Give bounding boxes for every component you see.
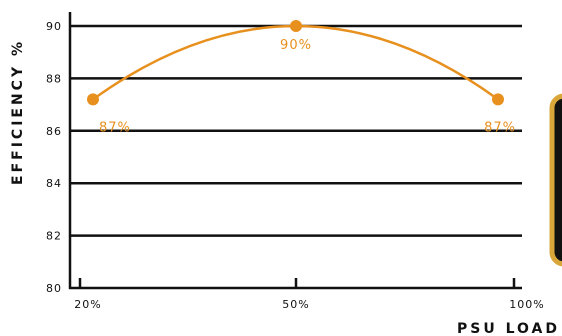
data-label: 87% — [484, 120, 516, 135]
side-panel-decoration — [549, 93, 562, 267]
y-tick-labels: 80 82 84 86 88 90 — [46, 20, 62, 295]
x-tick-label: 100% — [509, 298, 544, 311]
data-point — [290, 20, 302, 32]
y-tick-label: 86 — [46, 125, 62, 138]
y-tick-label: 90 — [46, 20, 62, 33]
data-point — [87, 93, 99, 106]
x-tick-label: 50% — [282, 298, 309, 311]
grid-lines — [70, 24, 522, 237]
y-tick-label: 82 — [46, 230, 62, 243]
y-tick-label: 88 — [46, 72, 62, 85]
y-tick-label: 80 — [46, 282, 62, 295]
x-tick-labels: 20% 50% 100% — [74, 278, 544, 311]
data-point — [492, 93, 504, 106]
data-label: 87% — [99, 120, 131, 135]
y-axis-title: EFFICIENCY % — [10, 39, 26, 185]
series-line — [92, 24, 499, 101]
x-tick-label: 20% — [74, 298, 101, 311]
y-tick-label: 84 — [46, 177, 62, 190]
x-axis-title: PSU LOAD — [457, 321, 560, 336]
data-label: 90% — [280, 38, 312, 53]
axes — [68, 12, 522, 290]
series: 87% 90% 87% — [87, 20, 516, 135]
